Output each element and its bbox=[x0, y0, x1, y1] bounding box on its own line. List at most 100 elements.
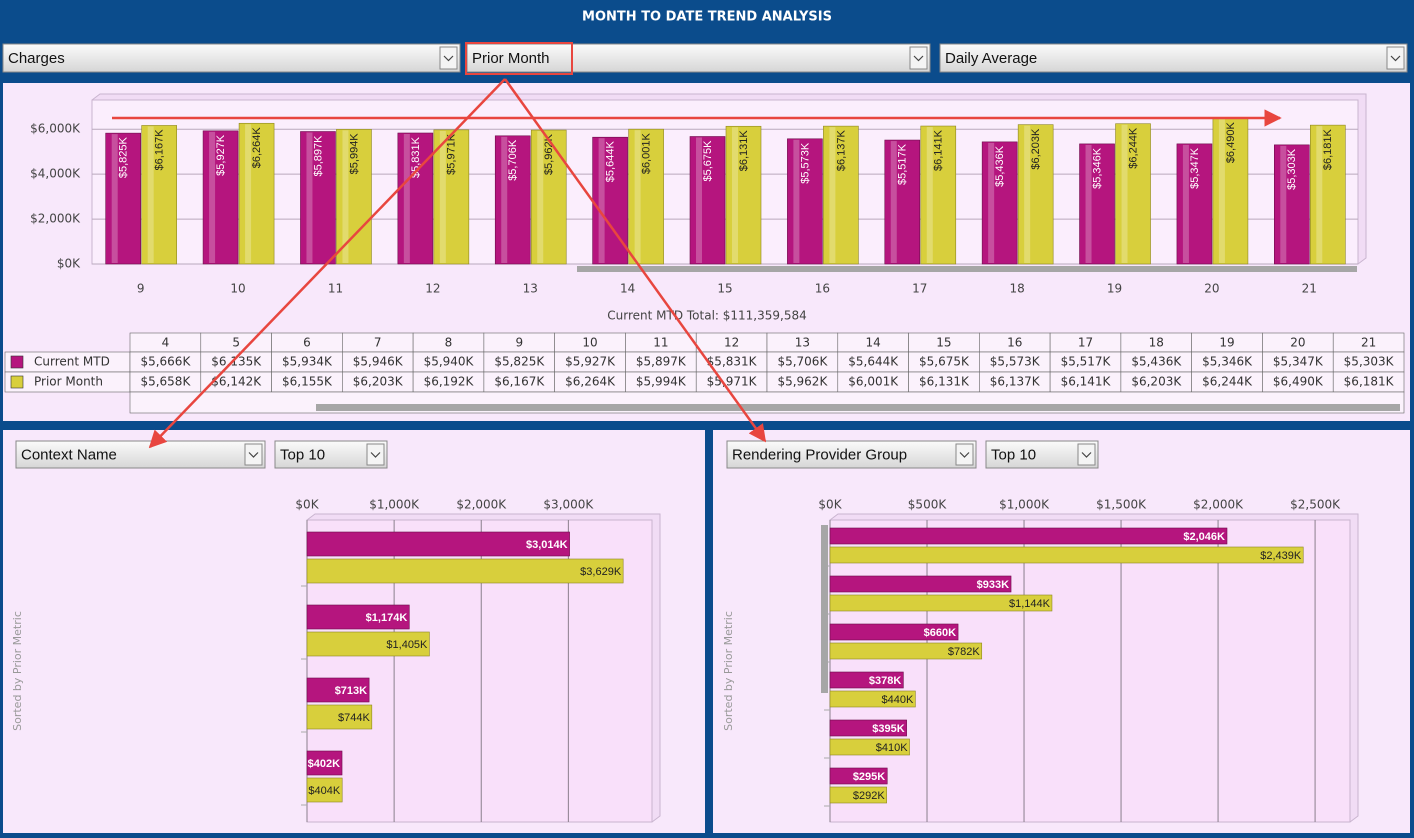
bar bbox=[306, 677, 370, 703]
dropdown-button[interactable] bbox=[1386, 46, 1405, 70]
bar bbox=[829, 546, 1304, 564]
table-header: 8 bbox=[445, 336, 453, 350]
bar bbox=[433, 129, 470, 265]
bar bbox=[787, 138, 823, 265]
dropdown-arrow bbox=[370, 452, 381, 458]
dropdown[interactable] bbox=[15, 440, 266, 469]
bar-highlight bbox=[501, 136, 508, 263]
table-value: $5,658K bbox=[140, 375, 191, 389]
y-tick-label: $4,000K bbox=[30, 167, 81, 181]
value-label: $782K bbox=[948, 646, 980, 658]
table-header: 7 bbox=[374, 336, 382, 350]
dropdown-value: Context Name bbox=[21, 446, 117, 463]
value-label: $6,001K bbox=[641, 133, 653, 175]
plot-area bbox=[829, 519, 1351, 823]
scrollbar[interactable] bbox=[316, 404, 1400, 411]
annotation-arrow bbox=[503, 78, 767, 443]
dropdown-arrow bbox=[248, 452, 259, 458]
bar bbox=[689, 136, 726, 265]
value-label: $1,405K bbox=[386, 639, 428, 651]
value-label: $3,629K bbox=[580, 566, 622, 578]
bar-highlight bbox=[1024, 125, 1031, 263]
table-value: $5,971K bbox=[707, 375, 758, 389]
bar bbox=[306, 604, 410, 630]
table-value: $5,927K bbox=[565, 355, 616, 369]
table-value: $6,131K bbox=[919, 375, 970, 389]
table-value: $5,573K bbox=[990, 355, 1041, 369]
table-value: $5,946K bbox=[353, 355, 404, 369]
annotations bbox=[112, 78, 1282, 449]
value-label: $2,046K bbox=[1183, 531, 1225, 543]
value-label: $5,825K bbox=[118, 136, 130, 178]
bar-highlight bbox=[926, 127, 933, 263]
table-value: $6,135K bbox=[211, 355, 262, 369]
bar bbox=[829, 623, 959, 641]
table-header: 10 bbox=[582, 336, 597, 350]
bar bbox=[494, 135, 531, 265]
dropdown-button[interactable] bbox=[244, 443, 263, 466]
dropdown[interactable] bbox=[726, 440, 977, 469]
bar bbox=[829, 642, 983, 660]
value-label: $5,706K bbox=[507, 139, 519, 181]
scrollbar[interactable] bbox=[821, 525, 828, 693]
legend-label: Current MTD bbox=[34, 355, 110, 369]
highlight-box bbox=[465, 42, 573, 75]
x-tick-label: 19 bbox=[1107, 282, 1122, 296]
x-tick-label: 21 bbox=[1302, 282, 1317, 296]
bar bbox=[829, 671, 904, 689]
y-tick-label: $6,000K bbox=[30, 122, 81, 136]
x-tick-label: $500K bbox=[908, 498, 948, 512]
table-value: $5,517K bbox=[1061, 355, 1112, 369]
value-label: $6,181K bbox=[1322, 128, 1334, 170]
bar bbox=[306, 631, 430, 657]
table-header: 11 bbox=[653, 336, 668, 350]
x-tick-label: 11 bbox=[328, 282, 343, 296]
bar bbox=[1115, 123, 1151, 265]
bar bbox=[306, 777, 343, 803]
table-header: 5 bbox=[232, 336, 240, 350]
bar bbox=[1079, 143, 1115, 265]
table-header: 17 bbox=[1078, 336, 1093, 350]
table-value: $5,436K bbox=[1131, 355, 1182, 369]
dropdown-button[interactable] bbox=[366, 443, 385, 466]
value-label: $5,994K bbox=[348, 133, 360, 175]
dropdown-button[interactable] bbox=[909, 46, 928, 70]
value-label: $5,927K bbox=[215, 134, 227, 176]
bar-highlight bbox=[1121, 124, 1128, 263]
bar-highlight bbox=[147, 126, 154, 263]
dropdown[interactable] bbox=[466, 43, 931, 73]
x-tick-label: 9 bbox=[137, 282, 145, 296]
dropdown[interactable] bbox=[2, 43, 461, 73]
bar bbox=[397, 132, 434, 265]
dropdown-button[interactable] bbox=[439, 46, 458, 70]
dropdown-button[interactable] bbox=[955, 443, 974, 466]
table-value: $5,825K bbox=[494, 355, 545, 369]
table-value: $6,203K bbox=[353, 375, 404, 389]
dropdown[interactable] bbox=[939, 43, 1408, 73]
table-header: 21 bbox=[1361, 336, 1376, 350]
bar-highlight bbox=[696, 137, 702, 263]
value-label: $3,014K bbox=[526, 539, 568, 551]
value-label: $6,244K bbox=[1127, 127, 1139, 169]
bar bbox=[829, 786, 887, 804]
value-label: $6,131K bbox=[738, 130, 750, 172]
value-label: $5,675K bbox=[702, 140, 714, 182]
value-label: $660K bbox=[924, 627, 956, 639]
dropdown-button[interactable] bbox=[1077, 443, 1096, 466]
value-label: $744K bbox=[338, 712, 370, 724]
bar bbox=[1176, 143, 1213, 265]
dropdown-arrow bbox=[1081, 452, 1092, 458]
table-header: 15 bbox=[936, 336, 951, 350]
table-value: $5,940K bbox=[424, 355, 475, 369]
bar-highlight bbox=[403, 134, 410, 263]
x-tick-label: $3,000K bbox=[543, 498, 594, 512]
table-value: $6,142K bbox=[211, 375, 262, 389]
table-value: $5,962K bbox=[777, 375, 828, 389]
value-label: $5,436K bbox=[994, 145, 1006, 187]
bar bbox=[141, 125, 177, 265]
bar-highlight bbox=[598, 138, 605, 263]
scrollbar[interactable] bbox=[577, 266, 1357, 272]
value-label: $6,203K bbox=[1030, 128, 1042, 170]
table-value: $6,192K bbox=[424, 375, 475, 389]
